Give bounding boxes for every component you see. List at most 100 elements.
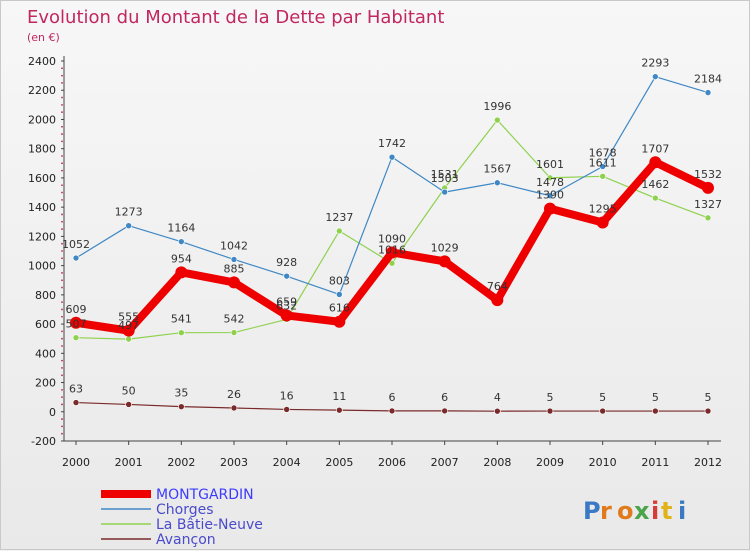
data-label-avan-on: 4	[494, 391, 501, 404]
y-minor-tick	[61, 198, 63, 201]
data-label-chorges: 1742	[378, 137, 406, 150]
data-label-chorges: 2184	[694, 73, 722, 86]
y-tick-label: 200	[35, 377, 56, 390]
data-label-chorges: 1567	[483, 163, 511, 176]
y-minor-tick	[61, 133, 63, 135]
data-label-la-b-tie-neuve: 1611	[589, 156, 617, 169]
data-point-avan-on	[230, 404, 238, 412]
data-label-avan-on: 6	[389, 391, 396, 404]
y-minor-tick	[61, 315, 63, 318]
data-label-chorges: 1052	[62, 238, 90, 251]
logo-letter: P	[583, 497, 601, 525]
data-point-avan-on	[178, 403, 185, 410]
data-point-chorges	[599, 163, 606, 170]
data-point-chorges	[494, 179, 501, 187]
data-point-montgardin	[596, 216, 609, 229]
data-label-montgardin: 764	[487, 280, 508, 293]
x-tick-label: 2012	[694, 456, 722, 469]
logo-letter: t	[661, 497, 672, 525]
y-minor-tick	[61, 257, 63, 260]
data-point-chorges	[230, 256, 238, 263]
chart-subtitle: (en €)	[27, 31, 60, 44]
data-point-avan-on	[652, 407, 659, 415]
axes: -200 0 200 400 600 800 1000 1200 1400 1600 1800 200…	[28, 55, 722, 469]
y-minor-tick	[61, 96, 63, 99]
data-label-montgardin: 659	[276, 295, 297, 308]
data-label-la-b-tie-neuve: 1462	[641, 178, 669, 191]
x-tick-label: 2004	[273, 456, 301, 469]
y-minor-tick	[61, 213, 63, 216]
data-label-montgardin: 1090	[378, 232, 406, 245]
data-label-montgardin: 616	[329, 302, 350, 315]
data-label-chorges: 2293	[641, 57, 669, 70]
data-label-montgardin: 1707	[641, 142, 669, 155]
data-point-montgardin	[491, 294, 504, 307]
data-label-montgardin: 555	[118, 311, 139, 324]
data-point-chorges	[546, 192, 554, 200]
y-minor-tick	[61, 220, 63, 223]
data-point-avan-on	[494, 407, 501, 415]
data-label-montgardin: 1390	[536, 189, 564, 202]
data-label-montgardin: 609	[66, 303, 87, 316]
y-minor-tick	[61, 169, 63, 172]
data-label-montgardin: 954	[171, 252, 192, 265]
y-minor-tick	[61, 74, 63, 77]
y-tick-label: 1000	[28, 260, 56, 273]
data-label-chorges: 928	[276, 256, 297, 269]
y-minor-tick	[61, 125, 63, 128]
data-label-chorges: 1503	[431, 172, 459, 185]
data-point-la-b-tie-neuve	[230, 329, 238, 336]
y-minor-tick	[61, 286, 63, 289]
data-label-la-b-tie-neuve: 541	[171, 313, 192, 326]
data-point-chorges	[178, 238, 185, 245]
data-point-chorges	[704, 89, 712, 96]
x-tick-label: 2000	[62, 456, 90, 469]
y-minor-tick	[61, 67, 63, 70]
y-tick-label: 800	[35, 289, 56, 302]
y-tick-label: 1600	[28, 172, 56, 185]
data-point-montgardin	[386, 246, 398, 259]
data-point-la-b-tie-neuve	[178, 329, 185, 337]
y-tick-label: 0	[49, 406, 56, 419]
data-point-la-b-tie-neuve	[125, 335, 132, 343]
y-minor-tick	[61, 337, 63, 340]
data-label-la-b-tie-neuve: 1601	[536, 158, 564, 171]
y-minor-tick	[61, 191, 63, 194]
x-tick-label: 2005	[325, 456, 353, 469]
y-tick-label: 1400	[28, 201, 56, 214]
series-layer	[70, 73, 714, 415]
data-point-avan-on	[599, 407, 606, 415]
data-label-la-b-tie-neuve: 497	[118, 319, 139, 332]
x-tick-label: 2002	[167, 456, 195, 469]
data-point-montgardin	[333, 315, 346, 328]
data-point-la-b-tie-neuve	[652, 194, 659, 202]
x-tick-label: 2001	[115, 456, 143, 469]
data-point-montgardin	[438, 255, 451, 268]
data-label-montgardin: 885	[224, 262, 245, 275]
legend-label-montgardin: MONTGARDIN	[156, 487, 254, 503]
y-minor-tick	[61, 359, 63, 362]
x-tick-label: 2011	[641, 456, 669, 469]
data-point-avan-on	[704, 407, 712, 415]
y-minor-tick	[61, 396, 63, 399]
data-label-chorges: 803	[329, 274, 350, 287]
y-minor-tick	[61, 279, 63, 282]
y-tick-label: 400	[35, 347, 56, 360]
data-point-montgardin	[544, 202, 556, 215]
y-minor-tick	[61, 367, 63, 369]
data-label-la-b-tie-neuve: 507	[66, 318, 87, 331]
data-point-la-b-tie-neuve	[599, 173, 606, 180]
data-label-montgardin: 1029	[431, 241, 459, 254]
y-minor-tick	[61, 374, 63, 377]
data-point-montgardin	[649, 156, 662, 169]
data-label-montgardin: 1532	[694, 168, 722, 181]
data-label-chorges: 1273	[115, 206, 143, 219]
legend-label-avan-on: Avançon	[156, 532, 216, 548]
chart-title: Evolution du Montant de la Dette par Hab…	[27, 7, 444, 28]
y-minor-tick	[61, 388, 63, 391]
data-label-la-b-tie-neuve: 1531	[431, 168, 459, 181]
y-minor-tick	[61, 82, 63, 84]
